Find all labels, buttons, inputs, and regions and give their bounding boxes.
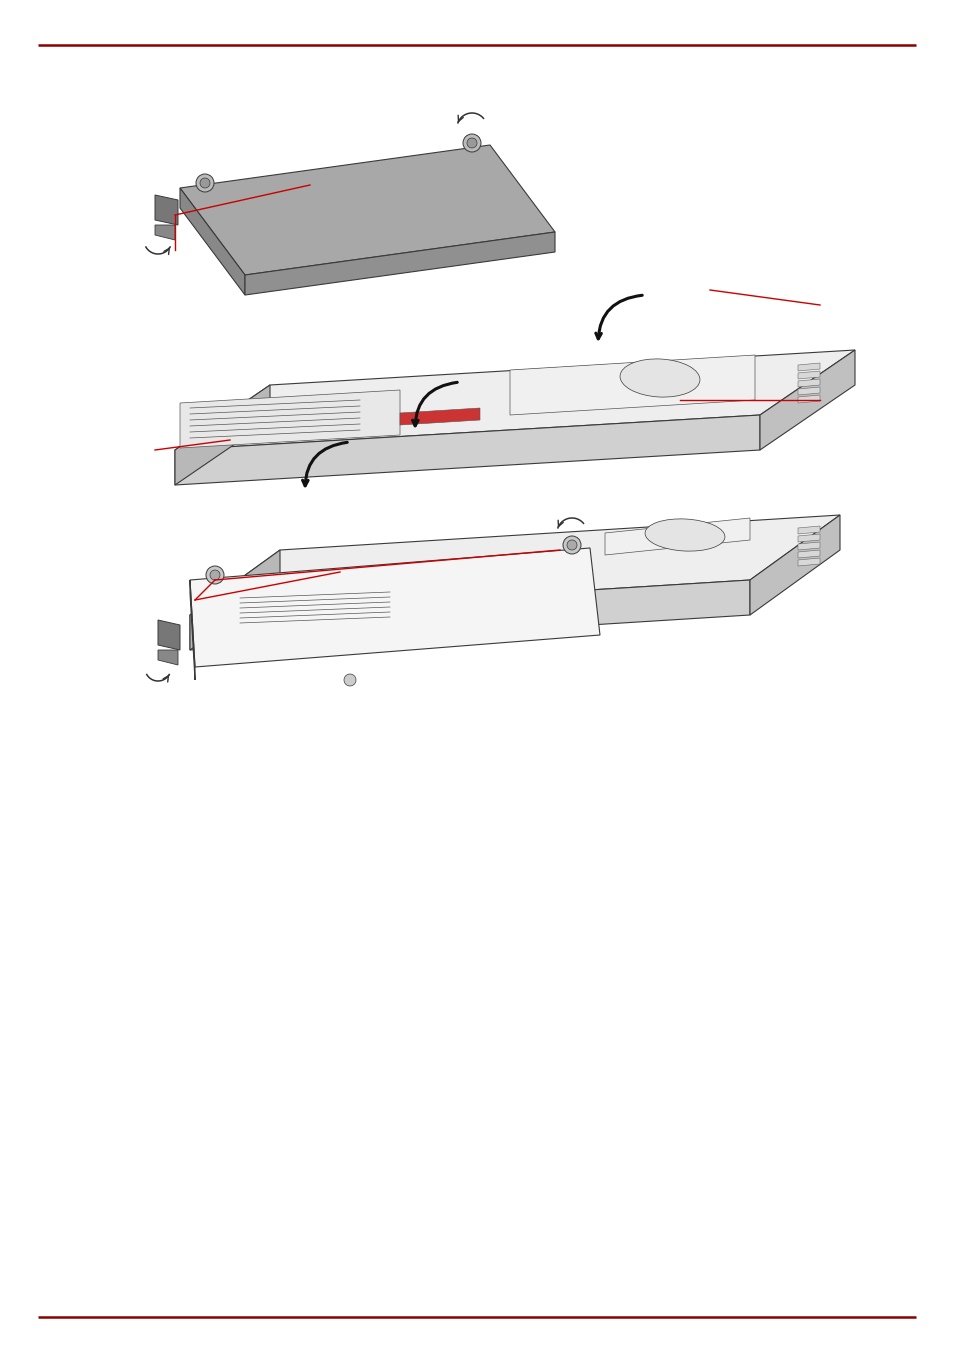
Polygon shape	[797, 370, 820, 379]
Polygon shape	[245, 233, 555, 295]
Polygon shape	[797, 526, 820, 534]
Polygon shape	[154, 224, 174, 241]
Ellipse shape	[644, 519, 724, 552]
Polygon shape	[154, 195, 178, 224]
Polygon shape	[797, 362, 820, 370]
Polygon shape	[510, 356, 754, 415]
Polygon shape	[760, 350, 854, 450]
Polygon shape	[158, 621, 180, 650]
Polygon shape	[797, 550, 820, 558]
Polygon shape	[180, 389, 399, 448]
Circle shape	[566, 539, 577, 550]
Circle shape	[210, 571, 220, 580]
Circle shape	[462, 134, 480, 151]
Polygon shape	[158, 650, 178, 665]
Circle shape	[200, 178, 210, 188]
Polygon shape	[604, 518, 749, 556]
Polygon shape	[174, 415, 760, 485]
Polygon shape	[399, 408, 479, 425]
Polygon shape	[180, 188, 245, 295]
Polygon shape	[797, 379, 820, 387]
Polygon shape	[180, 145, 555, 274]
Polygon shape	[174, 385, 270, 485]
Polygon shape	[190, 515, 840, 615]
Circle shape	[467, 138, 476, 147]
Polygon shape	[797, 387, 820, 395]
Polygon shape	[174, 350, 854, 450]
Polygon shape	[190, 550, 280, 650]
Circle shape	[344, 675, 355, 685]
Polygon shape	[797, 542, 820, 550]
Polygon shape	[190, 548, 599, 667]
Polygon shape	[749, 515, 840, 615]
Polygon shape	[797, 395, 820, 403]
Circle shape	[562, 535, 580, 554]
Circle shape	[195, 174, 213, 192]
Polygon shape	[797, 558, 820, 566]
Polygon shape	[190, 580, 194, 680]
Polygon shape	[797, 534, 820, 542]
Polygon shape	[190, 580, 749, 650]
Ellipse shape	[619, 358, 700, 397]
Circle shape	[206, 566, 224, 584]
